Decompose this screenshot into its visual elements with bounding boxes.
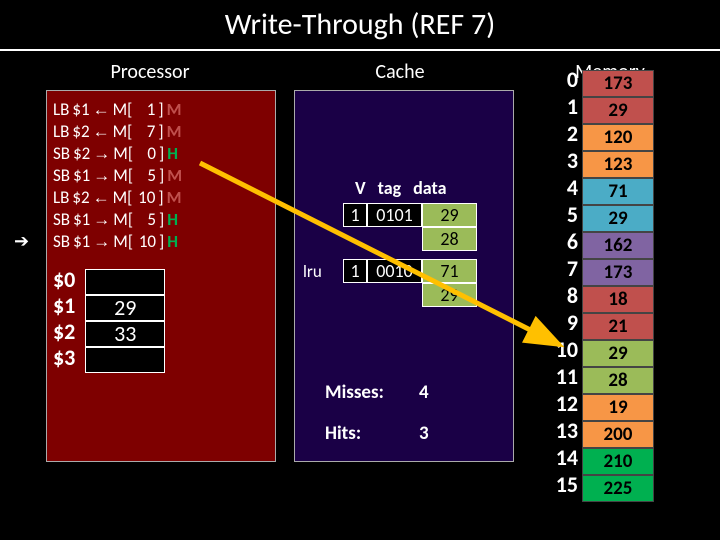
register-value: 29 xyxy=(85,295,165,321)
instruction-list: LB$1←M[1]MLB$2←M[7]MSB$2→M[0]HSB$1→M[5]M… xyxy=(53,99,269,253)
memory-index: 12 xyxy=(546,390,578,417)
misses-value: 4 xyxy=(419,381,429,404)
register-name: $3 xyxy=(53,345,75,371)
memory-cell: 225 xyxy=(582,475,654,502)
cache-line: 29 xyxy=(303,283,477,307)
instruction-row: LB$1←M[1]M xyxy=(53,99,269,121)
instruction-row: SB$1→M[5]M xyxy=(53,165,269,187)
memory-index: 11 xyxy=(546,363,578,390)
misses-label: Misses: xyxy=(325,381,403,404)
cache-label: Cache xyxy=(300,60,500,84)
instruction-row: SB$1→M[10]H xyxy=(53,231,269,253)
memory-cell: 29 xyxy=(582,205,654,232)
cache-hdr-tag: tag xyxy=(378,177,401,199)
memory-index: 7 xyxy=(546,255,578,282)
memory-index: 6 xyxy=(546,228,578,255)
register-values: 2933 xyxy=(85,269,165,373)
cache-line: 28 xyxy=(303,227,477,251)
memory-cell: 28 xyxy=(582,367,654,394)
cache-tag: 0010 xyxy=(367,259,422,283)
memory-cell: 29 xyxy=(582,340,654,367)
instruction-row: SB$2→M[0]H xyxy=(53,143,269,165)
memory-cell: 200 xyxy=(582,421,654,448)
memory-cell: 123 xyxy=(582,151,654,178)
memory-cell: 18 xyxy=(582,286,654,313)
memory-index: 4 xyxy=(546,174,578,201)
memory-index: 9 xyxy=(546,309,578,336)
lru-marker: lru xyxy=(303,261,343,282)
memory-index: 10 xyxy=(546,336,578,363)
cache-data: 29 xyxy=(422,203,477,227)
register-name: $1 xyxy=(53,293,75,319)
hits-value: 3 xyxy=(419,422,429,445)
memory-cell: 120 xyxy=(582,124,654,151)
processor-label: Processor xyxy=(0,60,300,84)
memory-cell: 29 xyxy=(582,97,654,124)
instruction-row: SB$1→M[5]H xyxy=(53,209,269,231)
memory-indices: 0123456789101112131415 xyxy=(546,66,578,498)
memory-cell: 173 xyxy=(582,70,654,97)
cache-headers: V tag data xyxy=(355,177,446,199)
register-value: 33 xyxy=(85,321,165,347)
current-instruction-pointer: ➔ xyxy=(14,230,29,252)
memory-index: 8 xyxy=(546,282,578,309)
register-names: $0$1$2$3 xyxy=(53,267,75,373)
memory-index: 0 xyxy=(546,66,578,93)
memory-index: 14 xyxy=(546,444,578,471)
register-name: $2 xyxy=(53,319,75,345)
instruction-row: LB$2←M[10]M xyxy=(53,187,269,209)
cache-valid: 1 xyxy=(343,203,367,227)
cache-hdr-v: V xyxy=(355,177,366,199)
register-name: $0 xyxy=(53,267,75,293)
cache-hdr-data: data xyxy=(413,177,446,199)
cache-line: 1010129 xyxy=(303,203,477,227)
memory-index: 1 xyxy=(546,93,578,120)
memory-index: 15 xyxy=(546,471,578,498)
register-file: $0$1$2$3 2933 xyxy=(53,267,269,373)
register-value xyxy=(85,347,165,373)
memory-cell: 210 xyxy=(582,448,654,475)
memory-index: 13 xyxy=(546,417,578,444)
cache-valid: 1 xyxy=(343,259,367,283)
processor-block: LB$1←M[1]MLB$2←M[7]MSB$2→M[0]HSB$1→M[5]M… xyxy=(46,90,276,462)
memory-cell: 19 xyxy=(582,394,654,421)
memory-index: 2 xyxy=(546,120,578,147)
instruction-row: LB$2←M[7]M xyxy=(53,121,269,143)
memory-cell: 71 xyxy=(582,178,654,205)
cache-data: 28 xyxy=(422,227,477,251)
memory-cells: 1732912012371291621731821292819200210225 xyxy=(582,70,654,502)
cache-block: V tag data 101012928lru100107129 Misses:… xyxy=(294,90,514,462)
memory-cell: 173 xyxy=(582,259,654,286)
register-value xyxy=(85,269,165,295)
cache-data: 71 xyxy=(422,259,477,283)
memory-cell: 162 xyxy=(582,232,654,259)
memory-index: 5 xyxy=(546,201,578,228)
cache-tag: 0101 xyxy=(367,203,422,227)
cache-stats: Misses: 4 Hits: 3 xyxy=(325,381,429,463)
cache-line: lru1001071 xyxy=(303,259,477,283)
slide-title: Write-Through (REF 7) xyxy=(0,0,720,43)
memory-cell: 21 xyxy=(582,313,654,340)
cache-lines: 101012928lru100107129 xyxy=(303,203,477,315)
hits-label: Hits: xyxy=(325,422,403,445)
title-rule xyxy=(0,49,720,51)
memory-index: 3 xyxy=(546,147,578,174)
cache-data: 29 xyxy=(422,283,477,307)
